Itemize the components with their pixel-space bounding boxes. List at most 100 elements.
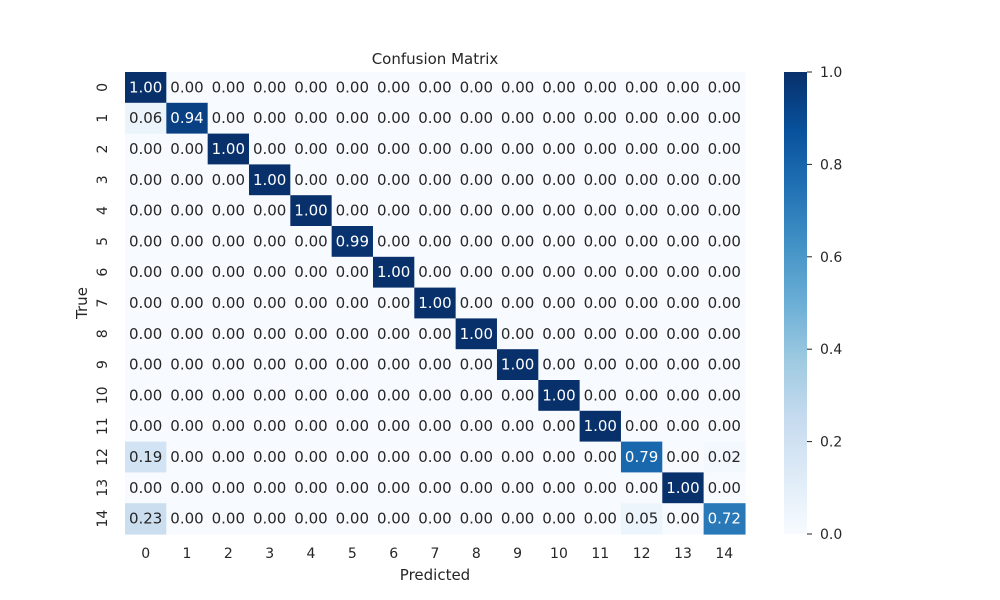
- cell-value-label: 0.00: [708, 202, 741, 220]
- cell-value-label: 0.00: [666, 109, 699, 127]
- heatmap-cell: [455, 102, 498, 135]
- cell-value-label: 0.00: [336, 325, 369, 343]
- heatmap-cell: [125, 102, 167, 135]
- heatmap-cell: [166, 472, 209, 504]
- colorbar-tick-label: 0.6: [820, 250, 842, 266]
- cell-value-label: 0.00: [542, 109, 575, 127]
- cell-value-label: 0.00: [377, 294, 410, 312]
- cell-value-label: 0.00: [584, 325, 617, 343]
- heatmap-cell: [538, 164, 581, 196]
- heatmap-cell: [703, 503, 746, 535]
- heatmap-cell: [579, 318, 622, 350]
- cell-value-label: 0.00: [253, 417, 286, 435]
- heatmap-cell: [455, 195, 498, 227]
- heatmap-cell: [372, 287, 415, 319]
- cell-value-label: 1.00: [542, 386, 575, 404]
- cell-value-label: 0.00: [625, 109, 658, 127]
- cell-value-label: 0.00: [336, 510, 369, 528]
- heatmap-cell: [620, 164, 663, 196]
- heatmap-cell: [662, 441, 705, 473]
- heatmap-cell: [662, 287, 705, 319]
- y-tick-label: 4: [95, 206, 111, 215]
- heatmap-cell: [455, 410, 498, 443]
- y-axis-label: True: [73, 287, 91, 320]
- cell-value-label: 0.00: [666, 78, 699, 96]
- cell-value-label: 0.00: [460, 78, 493, 96]
- cell-value-label: 1.00: [666, 479, 699, 497]
- heatmap-cell: [496, 380, 539, 412]
- heatmap-cell: [166, 102, 209, 135]
- cell-value-label: 0.00: [542, 325, 575, 343]
- heatmap-cell: [662, 380, 705, 412]
- heatmap-cell: [248, 133, 291, 165]
- cell-value-label: 0.00: [542, 356, 575, 374]
- heatmap-cell: [455, 380, 498, 412]
- heatmap-cell: [331, 133, 374, 165]
- heatmap-cell: [620, 72, 663, 104]
- heatmap-cell: [538, 195, 581, 227]
- cell-value-label: 0.72: [708, 510, 741, 528]
- cell-value-label: 0.00: [625, 232, 658, 250]
- heatmap-cell: [248, 256, 291, 289]
- heatmap-cell: [125, 133, 167, 165]
- heatmap-cell: [372, 349, 415, 381]
- cell-value-label: 0.00: [584, 386, 617, 404]
- heatmap-cell: [166, 349, 209, 381]
- heatmap-cell: [579, 380, 622, 412]
- heatmap-cell: [331, 318, 374, 350]
- cell-value-label: 0.00: [501, 448, 534, 466]
- heatmap-cell: [372, 195, 415, 227]
- cell-value-label: 0.00: [253, 140, 286, 158]
- heatmap-cell: [620, 380, 663, 412]
- x-tick-label: 0: [141, 546, 150, 562]
- cell-value-label: 0.00: [336, 448, 369, 466]
- cell-value-label: 0.23: [129, 510, 162, 528]
- cell-value-label: 0.00: [170, 294, 203, 312]
- x-tick-label: 6: [389, 546, 398, 562]
- heatmap-cell: [414, 410, 457, 443]
- heatmap-cell: [248, 195, 291, 227]
- cell-value-label: 0.00: [129, 140, 162, 158]
- cell-value-label: 0.00: [253, 294, 286, 312]
- heatmap-cell: [248, 72, 291, 104]
- cell-value-label: 0.00: [336, 479, 369, 497]
- cell-value-label: 0.00: [336, 263, 369, 281]
- heatmap-cell: [620, 287, 663, 319]
- cell-value-label: 0.00: [294, 294, 327, 312]
- cell-value-label: 0.00: [501, 232, 534, 250]
- heatmap-cell: [579, 102, 622, 135]
- heatmap-cell: [331, 287, 374, 319]
- cell-value-label: 0.00: [294, 386, 327, 404]
- cell-value-label: 0.00: [542, 78, 575, 96]
- heatmap-cell: [414, 318, 457, 350]
- heatmap-cell: [248, 441, 291, 473]
- cell-value-label: 0.00: [708, 78, 741, 96]
- colorbar-tick-labels: 0.0 0.2 0.4 0.6 0.8 1.0: [807, 65, 842, 543]
- heatmap-cell: [703, 380, 746, 412]
- heatmap-cell: [414, 349, 457, 381]
- heatmap-cell: [207, 472, 250, 504]
- cell-value-label: 0.00: [212, 78, 245, 96]
- cell-value-label: 0.00: [584, 171, 617, 189]
- cell-value-label: 0.00: [129, 171, 162, 189]
- heatmap-cell: [455, 318, 498, 350]
- heatmap-cell: [414, 287, 457, 319]
- heatmap-cell: [290, 441, 333, 473]
- cell-value-label: 1.00: [418, 294, 451, 312]
- heatmap-cell: [125, 164, 167, 196]
- heatmap-cells: [125, 72, 746, 535]
- cell-value-label: 0.00: [460, 356, 493, 374]
- heatmap-cell: [414, 503, 457, 535]
- cell-value-label: 0.00: [584, 232, 617, 250]
- heatmap-cell: [166, 133, 209, 165]
- y-tick-label: 13: [95, 479, 111, 497]
- cell-value-label: 0.00: [294, 448, 327, 466]
- heatmap-cell: [455, 256, 498, 289]
- cell-value-label: 0.00: [460, 263, 493, 281]
- heatmap-cell: [372, 133, 415, 165]
- heatmap-cell: [703, 410, 746, 443]
- cell-value-label: 0.00: [129, 263, 162, 281]
- heatmap-cell: [166, 226, 209, 258]
- heatmap-cell: [372, 441, 415, 473]
- cell-value-label: 0.00: [501, 78, 534, 96]
